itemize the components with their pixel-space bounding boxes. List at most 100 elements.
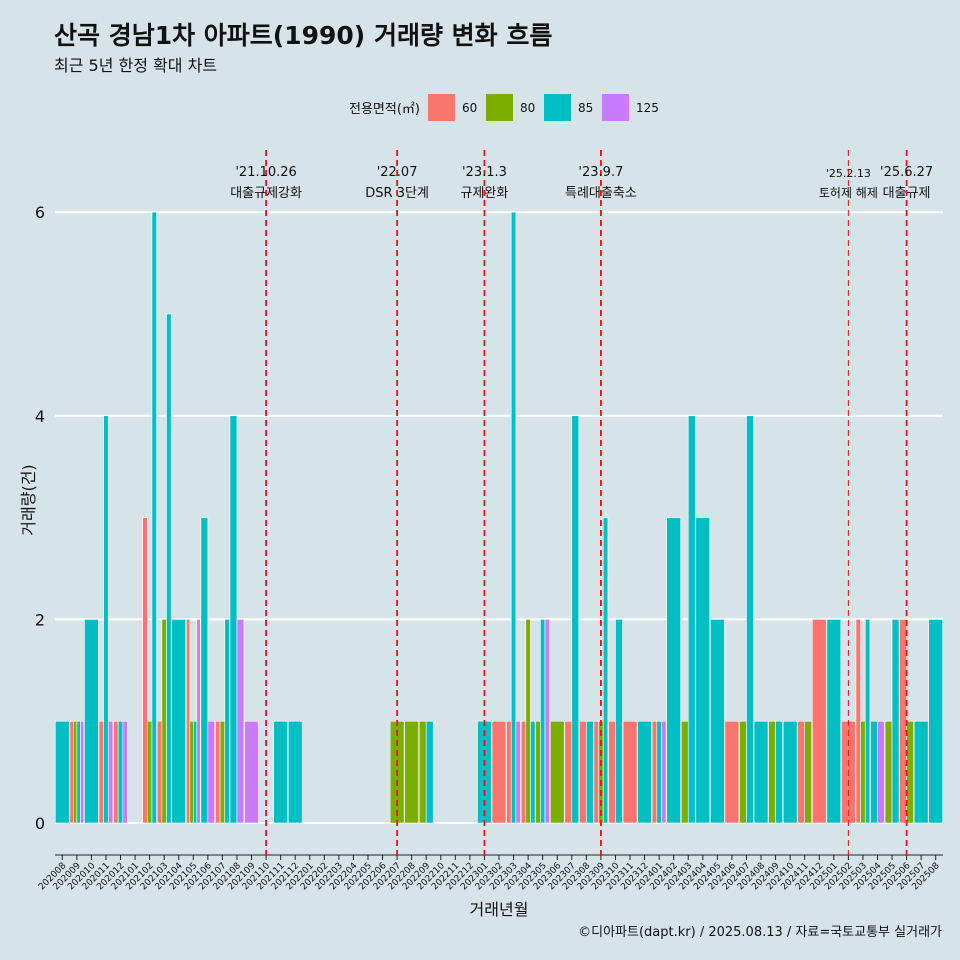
legend-label-60: 60 <box>462 101 477 115</box>
bar-202405-85 <box>710 619 725 824</box>
bar-202104-85 <box>171 619 187 824</box>
legend-swatch-85 <box>544 94 571 121</box>
legend-label-80: 80 <box>520 101 535 115</box>
bar-202209-85 <box>425 720 434 824</box>
bar-202307-60 <box>564 720 573 824</box>
bar-202012-60 <box>113 720 119 824</box>
annotation-date: '23.1.3 <box>462 165 507 180</box>
bar-202108-125 <box>236 619 245 824</box>
y-tick-label: 2 <box>35 610 45 629</box>
bar-202009-60 <box>69 720 74 824</box>
bar-202409-85 <box>775 720 783 824</box>
bar-202009-80 <box>73 720 78 824</box>
bar-202503-85 <box>864 619 871 824</box>
bar-202311-60 <box>622 720 638 824</box>
annotation-date: '23.9.7 <box>578 165 623 180</box>
bar-202504-85 <box>870 720 878 824</box>
bar-202105-85 <box>192 720 198 824</box>
bar-202404-85 <box>695 517 711 824</box>
page-subtitle: 최근 5년 한정 확대 차트 <box>54 56 218 75</box>
annotation-label: 특례대출축소 <box>565 186 637 201</box>
x-axis-title: 거래년월 <box>470 900 529 919</box>
bar-202102-80 <box>146 720 153 824</box>
bar-202506-60 <box>899 619 907 824</box>
y-tick-label: 0 <box>35 814 45 833</box>
bar-202304-85 <box>530 720 536 824</box>
annotation-label: 대출규제 <box>883 186 931 201</box>
bar-202508-85 <box>928 619 944 824</box>
legend-swatch-125 <box>602 94 629 121</box>
legend-swatch-60 <box>428 94 455 121</box>
bar-202411-60 <box>797 720 806 824</box>
bar-202506-80 <box>906 720 914 824</box>
bar-202309-60 <box>593 720 599 824</box>
bar-202009-85 <box>76 720 81 824</box>
bar-202307-85 <box>571 415 580 824</box>
bar-202107-80 <box>219 720 226 824</box>
bar-202102-85 <box>151 211 157 824</box>
bar-202009-125 <box>80 720 85 824</box>
bar-202401-60 <box>651 720 658 824</box>
bar-202505-85 <box>891 619 900 824</box>
annotation-date: '22.07 <box>377 165 418 180</box>
annotation-label: DSR 3단계 <box>365 186 429 201</box>
bar-202011-125 <box>107 720 114 824</box>
bar-202012-85 <box>117 720 124 824</box>
bar-202401-85 <box>656 720 662 824</box>
bar-202102-60 <box>142 517 148 824</box>
bar-202303-125 <box>515 720 521 824</box>
bar-202501-85 <box>826 619 842 824</box>
bar-202008-85 <box>54 720 70 824</box>
bar-202209-80 <box>418 720 427 824</box>
y-tick-label: 4 <box>35 407 45 426</box>
bar-202105-125 <box>196 619 201 824</box>
bar-202011-60 <box>98 720 104 824</box>
bar-202305-85 <box>540 619 546 824</box>
bar-202401-125 <box>661 720 667 824</box>
legend-label-85: 85 <box>578 101 593 115</box>
bar-202403-85 <box>687 415 696 824</box>
bar-202106-85 <box>200 517 209 824</box>
bar-202103-60 <box>156 720 163 824</box>
bar-202011-85 <box>103 415 109 824</box>
bar-202302-60 <box>491 720 507 824</box>
bar-202107-85 <box>224 619 230 824</box>
bar-202106-125 <box>207 720 216 824</box>
bar-202504-125 <box>877 720 885 824</box>
bar-202108-85 <box>229 415 238 824</box>
annotation-label: 규제완화 <box>461 186 509 201</box>
bar-202403-80 <box>680 720 689 824</box>
bar-202310-60 <box>608 720 616 824</box>
bar-202010-85 <box>84 619 99 824</box>
bar-202308-60 <box>579 720 587 824</box>
bar-202411-80 <box>804 720 812 824</box>
bar-202208-80 <box>404 720 419 824</box>
legend-swatch-80 <box>486 94 513 121</box>
bar-202407-85 <box>746 415 754 824</box>
bar-202309-85 <box>602 517 609 824</box>
annotation-date: '25.2.13 <box>826 167 871 180</box>
bar-202306-80 <box>549 720 565 824</box>
annotation-date: '21.10.26 <box>235 165 296 180</box>
bar-202503-80 <box>860 720 866 824</box>
bar-202402-85 <box>666 517 681 824</box>
bar-202105-60 <box>186 619 191 824</box>
bar-202109-125 <box>244 720 259 824</box>
bar-202107-60 <box>215 720 221 824</box>
bar-202303-85 <box>510 211 517 824</box>
bar-202406-60 <box>724 720 740 824</box>
bar-202103-80 <box>161 619 167 824</box>
bar-202103-85 <box>166 313 172 824</box>
bar-202303-60 <box>506 720 512 824</box>
page-title: 산곡 경남1차 아파트(1990) 거래량 변화 흐름 <box>54 21 553 50</box>
bar-202304-60 <box>520 720 527 824</box>
bar-202312-85 <box>637 720 652 824</box>
annotation-date: '25.6.27 <box>880 165 933 180</box>
bar-202012-125 <box>122 720 128 824</box>
annotation-label: 토허제 해제 <box>819 186 878 200</box>
bar-202112-85 <box>287 720 303 824</box>
bar-202105-80 <box>189 720 194 824</box>
bar-202409-80 <box>768 720 776 824</box>
bar-202407-80 <box>739 720 747 824</box>
legend-label-125: 125 <box>636 101 659 115</box>
